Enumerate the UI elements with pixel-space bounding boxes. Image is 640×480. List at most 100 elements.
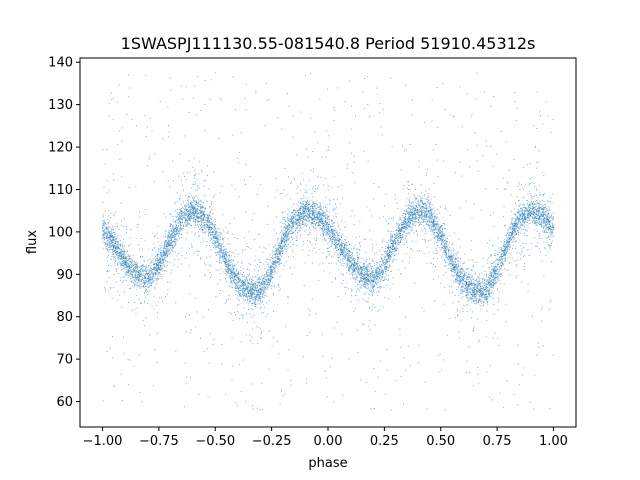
scatter-point <box>247 289 249 291</box>
scatter-point <box>197 195 199 197</box>
scatter-point <box>253 283 255 285</box>
scatter-point <box>111 252 113 254</box>
scatter-point <box>411 229 413 231</box>
scatter-point <box>285 236 287 238</box>
scatter-point <box>321 225 323 227</box>
scatter-point <box>516 218 517 220</box>
scatter-point <box>430 224 432 226</box>
scatter-point <box>484 299 486 300</box>
scatter-point <box>540 220 542 221</box>
scatter-point <box>407 224 409 226</box>
scatter-point <box>304 213 306 215</box>
scatter-point <box>416 202 418 204</box>
scatter-point <box>495 278 497 280</box>
scatter-point <box>145 279 147 281</box>
scatter-point <box>385 260 387 262</box>
scatter-point <box>448 258 450 260</box>
scatter-point <box>520 222 522 224</box>
scatter-point <box>187 211 189 212</box>
scatter-point <box>114 232 116 234</box>
scatter-point <box>375 267 377 269</box>
scatter-point <box>478 295 480 297</box>
scatter-point <box>120 251 122 252</box>
scatter-point <box>385 277 387 279</box>
scatter-point <box>246 284 248 286</box>
scatter-point <box>301 214 303 216</box>
scatter-point <box>258 294 260 296</box>
scatter-point <box>140 280 142 282</box>
scatter-point <box>192 209 194 211</box>
scatter-point <box>286 222 288 224</box>
scatter-point <box>376 282 378 284</box>
scatter-point <box>436 216 438 218</box>
scatter-point <box>208 220 210 222</box>
scatter-point <box>480 288 481 290</box>
scatter-point <box>236 297 238 299</box>
scatter-point <box>304 201 306 203</box>
scatter-point <box>408 216 410 218</box>
scatter-point <box>532 213 533 215</box>
scatter-point <box>155 270 157 271</box>
scatter-point <box>500 248 502 250</box>
scatter-point <box>148 271 150 273</box>
scatter-point <box>532 202 534 204</box>
scatter-point <box>266 272 267 273</box>
scatter-point <box>505 244 507 246</box>
scatter-point <box>358 274 360 276</box>
scatter-point <box>459 261 461 263</box>
scatter-point <box>274 257 276 259</box>
scatter-point <box>323 238 325 240</box>
scatter-point <box>524 210 525 212</box>
scatter-point <box>220 242 221 244</box>
scatter-point <box>437 228 439 230</box>
scatter-point <box>420 221 422 223</box>
scatter-point <box>144 293 145 295</box>
scatter-point <box>108 232 110 234</box>
scatter-point <box>293 215 295 217</box>
scatter-point <box>245 288 246 290</box>
scatter-point <box>435 231 437 233</box>
scatter-point <box>351 259 353 261</box>
scatter-point <box>550 231 552 232</box>
scatter-point <box>486 274 487 276</box>
scatter-point <box>274 264 276 266</box>
scatter-point <box>450 262 452 264</box>
scatter-point <box>437 223 438 225</box>
scatter-point <box>339 245 341 247</box>
scatter-point <box>468 289 470 291</box>
scatter-point <box>415 205 417 207</box>
scatter-point <box>187 211 189 213</box>
scatter-point <box>163 255 165 257</box>
scatter-point <box>320 217 322 219</box>
scatter-point <box>392 259 394 261</box>
scatter-point <box>320 222 322 224</box>
scatter-point <box>216 247 218 249</box>
scatter-point <box>165 256 167 258</box>
scatter-point <box>256 295 258 297</box>
scatter-point <box>324 231 326 233</box>
scatter-point <box>541 225 543 226</box>
scatter-point <box>384 256 386 258</box>
scatter-point <box>502 249 504 251</box>
scatter-point <box>371 267 373 269</box>
scatter-point <box>173 237 175 239</box>
scatter-point <box>277 248 279 249</box>
scatter-point <box>401 227 403 229</box>
scatter-point <box>315 209 317 211</box>
scatter-point <box>189 211 191 213</box>
scatter-point <box>465 292 467 294</box>
scatter-point <box>307 201 309 203</box>
scatter-point <box>467 268 469 270</box>
scatter-point <box>540 209 542 211</box>
scatter-point <box>289 220 291 222</box>
scatter-point <box>547 215 549 217</box>
scatter-point <box>518 213 520 215</box>
scatter-point <box>341 249 343 251</box>
scatter-point <box>325 214 326 216</box>
scatter-point <box>362 278 364 280</box>
scatter-point <box>501 250 503 252</box>
scatter-point <box>290 219 292 220</box>
scatter-point <box>497 273 499 275</box>
scatter-point <box>211 218 213 220</box>
scatter-point <box>302 207 304 209</box>
